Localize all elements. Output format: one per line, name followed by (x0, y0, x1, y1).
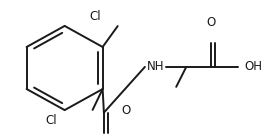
Text: Cl: Cl (45, 114, 57, 127)
Text: O: O (121, 104, 130, 117)
Text: O: O (206, 16, 215, 29)
Text: NH: NH (147, 60, 164, 73)
Text: Cl: Cl (90, 10, 101, 23)
Text: OH: OH (244, 60, 262, 73)
